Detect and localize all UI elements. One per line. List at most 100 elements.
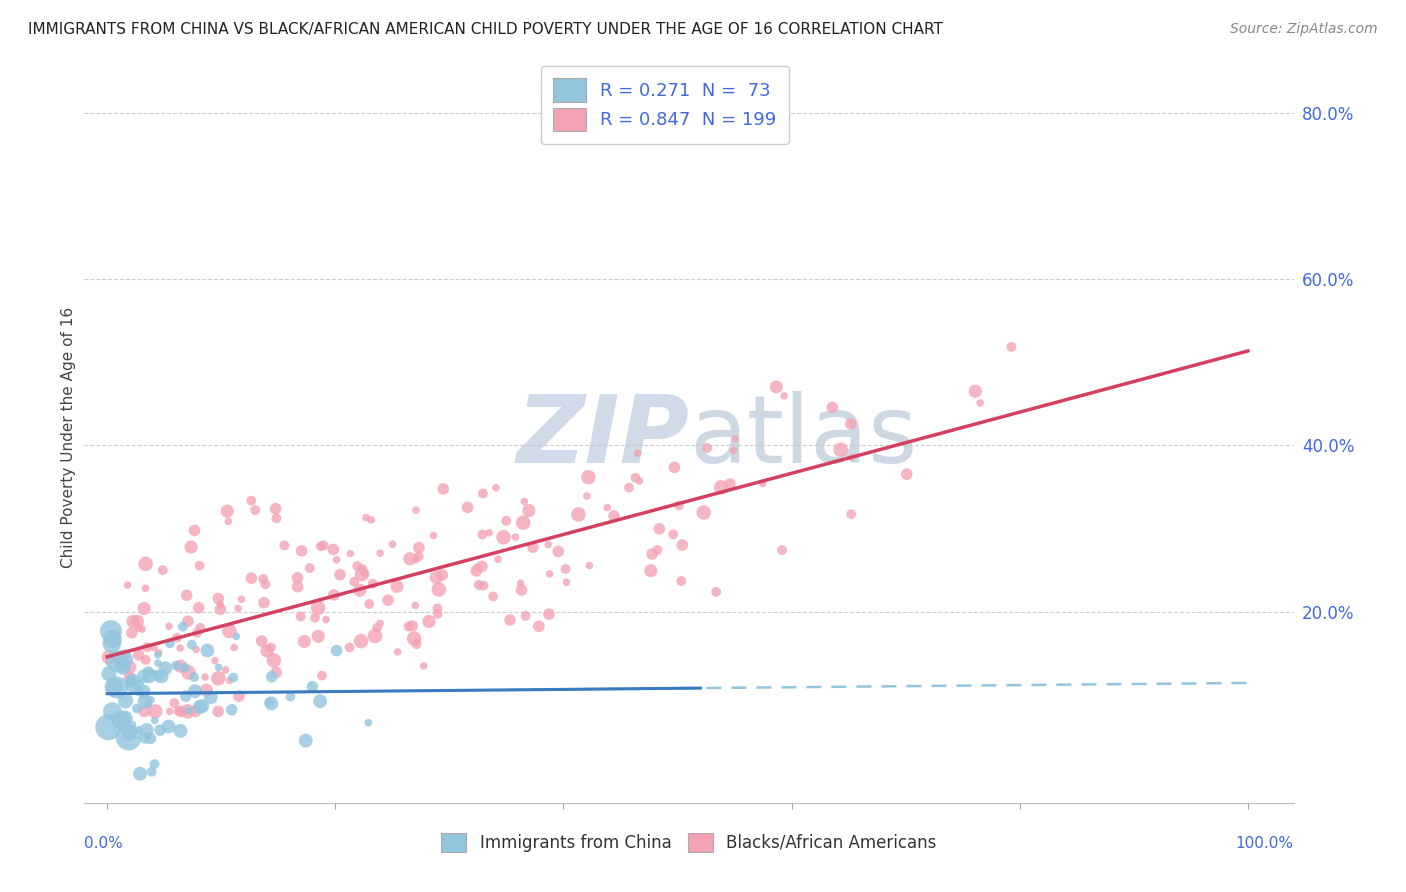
Point bbox=[368, 546, 391, 560]
Point bbox=[969, 396, 991, 410]
Point bbox=[408, 541, 430, 555]
Point bbox=[264, 665, 287, 680]
Point bbox=[492, 530, 515, 544]
Point bbox=[200, 690, 222, 705]
Point bbox=[624, 471, 647, 485]
Point bbox=[184, 642, 207, 657]
Point bbox=[765, 380, 787, 394]
Point bbox=[603, 509, 626, 524]
Point bbox=[260, 640, 283, 655]
Point bbox=[896, 467, 918, 482]
Point bbox=[218, 673, 240, 688]
Point bbox=[499, 613, 522, 627]
Point bbox=[169, 659, 191, 673]
Point bbox=[671, 538, 693, 552]
Point bbox=[122, 615, 145, 629]
Point bbox=[129, 766, 152, 780]
Point bbox=[172, 619, 194, 633]
Point bbox=[209, 602, 232, 616]
Point bbox=[426, 607, 449, 621]
Point bbox=[138, 669, 160, 683]
Point bbox=[121, 678, 143, 692]
Point bbox=[472, 578, 495, 592]
Y-axis label: Child Poverty Under the Age of 16: Child Poverty Under the Age of 16 bbox=[60, 307, 76, 567]
Point bbox=[627, 446, 650, 460]
Point bbox=[304, 611, 326, 625]
Point bbox=[135, 723, 157, 737]
Point bbox=[664, 460, 686, 475]
Point bbox=[150, 669, 173, 683]
Point bbox=[287, 571, 309, 585]
Point bbox=[209, 598, 232, 612]
Point bbox=[214, 663, 236, 677]
Point bbox=[118, 725, 141, 739]
Point bbox=[207, 671, 229, 685]
Point bbox=[120, 674, 142, 689]
Point bbox=[482, 590, 505, 604]
Point bbox=[152, 563, 174, 577]
Point bbox=[360, 513, 382, 527]
Point bbox=[221, 703, 243, 717]
Point bbox=[142, 666, 165, 681]
Point bbox=[432, 567, 454, 582]
Point bbox=[346, 559, 368, 574]
Point bbox=[134, 731, 156, 745]
Point bbox=[352, 567, 374, 582]
Point bbox=[377, 593, 399, 607]
Point bbox=[163, 696, 186, 710]
Point bbox=[322, 542, 344, 557]
Point bbox=[174, 689, 197, 703]
Point bbox=[647, 543, 669, 558]
Point bbox=[294, 733, 316, 747]
Point bbox=[471, 527, 494, 541]
Point bbox=[180, 638, 202, 652]
Point bbox=[226, 601, 249, 615]
Point bbox=[422, 528, 444, 542]
Point bbox=[485, 481, 508, 495]
Point bbox=[478, 525, 501, 540]
Point bbox=[165, 658, 187, 673]
Point bbox=[399, 551, 422, 566]
Point bbox=[207, 705, 229, 719]
Point bbox=[366, 621, 388, 635]
Point bbox=[159, 705, 181, 719]
Point bbox=[578, 470, 600, 484]
Point bbox=[139, 693, 162, 707]
Point bbox=[468, 578, 491, 592]
Point bbox=[188, 558, 211, 573]
Point bbox=[291, 544, 314, 558]
Point bbox=[217, 514, 239, 528]
Point bbox=[207, 591, 229, 606]
Point bbox=[121, 625, 143, 640]
Point bbox=[254, 577, 277, 591]
Point bbox=[148, 646, 170, 660]
Point bbox=[287, 580, 309, 594]
Point bbox=[352, 562, 374, 576]
Point bbox=[127, 614, 149, 628]
Point bbox=[138, 697, 160, 711]
Point bbox=[405, 503, 427, 517]
Point bbox=[125, 701, 148, 715]
Point bbox=[176, 588, 198, 602]
Point bbox=[240, 493, 263, 508]
Point bbox=[527, 619, 550, 633]
Point bbox=[671, 574, 693, 588]
Point bbox=[131, 622, 153, 636]
Text: ZIP: ZIP bbox=[516, 391, 689, 483]
Point bbox=[290, 609, 312, 624]
Point bbox=[405, 637, 427, 651]
Point bbox=[260, 697, 283, 711]
Point bbox=[405, 552, 427, 566]
Point bbox=[752, 476, 775, 491]
Point bbox=[177, 614, 200, 628]
Point bbox=[132, 669, 155, 683]
Point bbox=[641, 547, 664, 561]
Point bbox=[495, 514, 517, 528]
Point bbox=[538, 566, 561, 581]
Point bbox=[554, 562, 576, 576]
Point bbox=[256, 644, 278, 658]
Point bbox=[149, 723, 172, 737]
Point bbox=[146, 669, 169, 683]
Legend: Immigrants from China, Blacks/African Americans: Immigrants from China, Blacks/African Am… bbox=[433, 824, 945, 860]
Point bbox=[224, 640, 246, 655]
